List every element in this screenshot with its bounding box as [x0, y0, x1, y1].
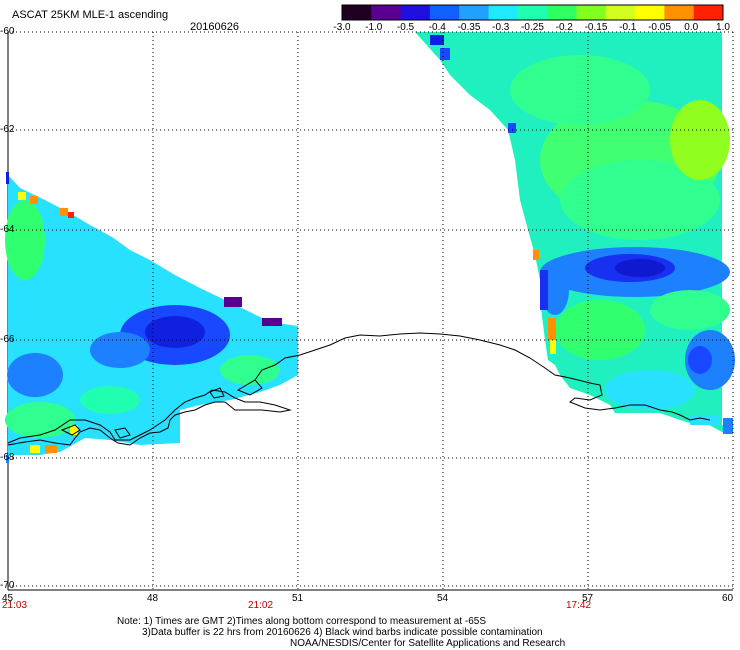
colorbar-swatch	[400, 5, 431, 20]
footnote-line-3: NOAA/NESDIS/Center for Satellite Applica…	[290, 638, 566, 649]
longitude-tick-label: 60	[722, 593, 734, 604]
colorbar-swatch	[664, 5, 695, 20]
colorbar-tick-label: -0.5	[396, 22, 415, 33]
colorbar-swatch	[342, 5, 372, 20]
colorbar-swatch	[371, 5, 402, 20]
colorbar-swatch	[459, 5, 490, 20]
colorbar	[342, 5, 724, 20]
wind-data-swath-right	[415, 32, 735, 434]
latitude-tick-label: -60	[0, 26, 15, 37]
latitude-tick-label: -64	[0, 224, 15, 235]
latitude-tick-label: -62	[0, 124, 15, 135]
longitude-tick-label: 51	[292, 593, 304, 604]
latitude-tick-label: -68	[0, 452, 15, 463]
colorbar-tick-label: -0.05	[648, 22, 671, 33]
time-label: 17:42	[566, 600, 592, 611]
colorbar-swatch	[488, 5, 519, 20]
colorbar-swatch	[517, 5, 548, 20]
time-label: 21:02	[248, 600, 274, 611]
colorbar-swatch	[576, 5, 607, 20]
colorbar-tick-label: -0.15	[584, 22, 608, 33]
latitude-tick-label: -66	[0, 334, 15, 345]
antarctic-coastline	[7, 332, 711, 446]
colorbar-swatch	[635, 5, 665, 20]
wind-data-swath-left	[5, 172, 298, 463]
colorbar-swatch	[605, 5, 636, 20]
colorbar-tick-label: 0.0	[684, 22, 699, 33]
colorbar-tick-label: -0.2	[555, 22, 573, 33]
product-title: ASCAT 25KM MLE-1 ascending	[12, 9, 169, 21]
time-label: 21:03	[2, 600, 28, 611]
colorbar-swatch	[693, 5, 724, 20]
colorbar-tick-label: -0.25	[521, 22, 544, 33]
colorbar-tick-label: -0.35	[457, 22, 481, 33]
latitude-tick-label: -70	[0, 580, 15, 591]
longitude-tick-label: 45	[2, 593, 14, 604]
colorbar-tick-label: -0.1	[619, 22, 637, 33]
graticule	[8, 31, 734, 590]
footnote-line-2: 3)Data buffer is 22 hrs from 20160626 4)…	[142, 627, 543, 638]
footnote-line-1: Note: 1) Times are GMT 2)Times along bot…	[117, 616, 487, 627]
colorbar-tick-label: -1.0	[365, 22, 383, 33]
colorbar-tick-label: -0.4	[428, 22, 446, 33]
colorbar-swatch	[429, 5, 460, 20]
colorbar-swatch	[547, 5, 577, 20]
colorbar-frame	[341, 4, 724, 21]
longitude-tick-label: 54	[437, 593, 449, 604]
colorbar-tick-label: -0.3	[492, 22, 510, 33]
longitude-tick-label: 57	[582, 593, 594, 604]
colorbar-tick-label: -3.0	[333, 22, 351, 33]
colorbar-tick-label: 1.0	[716, 22, 730, 33]
longitude-tick-label: 48	[147, 593, 159, 604]
product-date: 20160626	[190, 21, 239, 33]
